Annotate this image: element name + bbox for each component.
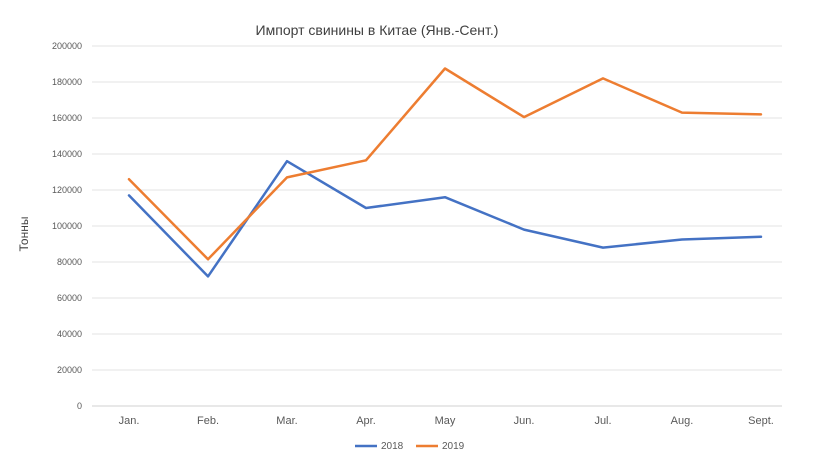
x-tick-label: May [435, 415, 456, 427]
x-tick-label: Jan. [119, 415, 140, 427]
y-tick-label: 200000 [52, 41, 82, 51]
y-tick-label: 160000 [52, 113, 82, 123]
y-tick-label: 120000 [52, 185, 82, 195]
y-tick-label: 20000 [57, 365, 82, 375]
x-tick-label: Feb. [197, 415, 219, 427]
gridlines [92, 45, 782, 407]
y-tick-label: 40000 [57, 329, 82, 339]
x-tick-label: Mar. [276, 415, 297, 427]
legend-label: 2018 [381, 441, 404, 452]
y-tick-label: 0 [77, 401, 82, 411]
y-tick-label: 140000 [52, 149, 82, 159]
y-tick-label: 100000 [52, 221, 82, 231]
chart-title: Импорт свинины в Китае (Янв.-Сент.) [256, 22, 499, 38]
series-line-2019 [127, 67, 763, 261]
y-tick-label: 60000 [57, 293, 82, 303]
x-tick-label: Sept. [748, 415, 774, 427]
series-line-2018 [127, 159, 763, 278]
y-axis-ticks: 0 20000 40000 60000 80000 100000 120000 140000 1… [52, 41, 82, 411]
y-tick-label: 180000 [52, 77, 82, 87]
series-lines [127, 67, 763, 278]
legend-label: 2019 [442, 441, 465, 452]
x-tick-label: Apr. [356, 415, 376, 427]
legend: 2018 2019 [355, 441, 465, 452]
y-tick-label: 80000 [57, 257, 82, 267]
x-tick-label: Jul. [594, 415, 611, 427]
x-tick-label: Jun. [514, 415, 535, 427]
y-axis-label: Тонны [17, 217, 31, 252]
x-axis-ticks: Jan. Feb. Mar. Apr. May Jun. Jul. Aug. Sept. [119, 415, 774, 427]
x-tick-label: Aug. [671, 415, 694, 427]
